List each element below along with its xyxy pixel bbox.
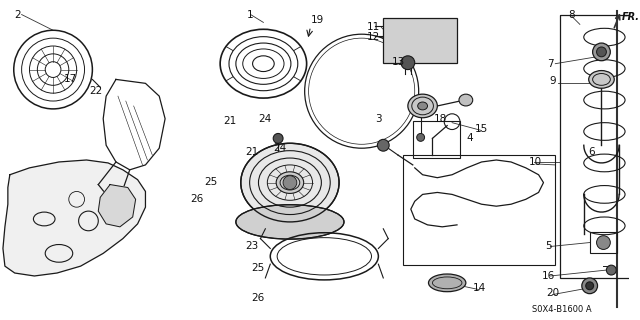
Text: S0X4-B1600 A: S0X4-B1600 A bbox=[532, 305, 592, 314]
Circle shape bbox=[582, 278, 598, 294]
Ellipse shape bbox=[589, 71, 614, 88]
Circle shape bbox=[596, 47, 606, 57]
Ellipse shape bbox=[241, 143, 339, 222]
Text: 23: 23 bbox=[245, 242, 258, 252]
Bar bbox=[383, 19, 457, 63]
Text: 14: 14 bbox=[473, 283, 486, 293]
Ellipse shape bbox=[408, 94, 437, 118]
Ellipse shape bbox=[276, 172, 304, 193]
Text: FR.: FR. bbox=[622, 12, 640, 21]
Circle shape bbox=[606, 265, 616, 275]
Ellipse shape bbox=[236, 205, 344, 239]
Text: 25: 25 bbox=[205, 177, 218, 187]
Text: 24: 24 bbox=[273, 143, 287, 153]
Text: 19: 19 bbox=[311, 15, 324, 26]
Text: 18: 18 bbox=[434, 114, 447, 124]
Text: 21: 21 bbox=[245, 147, 258, 157]
Circle shape bbox=[586, 282, 594, 290]
Text: 16: 16 bbox=[542, 271, 555, 281]
Text: 26: 26 bbox=[190, 194, 203, 204]
Text: 17: 17 bbox=[64, 75, 77, 84]
Ellipse shape bbox=[459, 94, 473, 106]
Text: 6: 6 bbox=[588, 147, 595, 157]
Circle shape bbox=[593, 43, 611, 61]
Text: 1: 1 bbox=[247, 10, 254, 20]
Text: 4: 4 bbox=[467, 133, 473, 143]
Circle shape bbox=[417, 133, 424, 141]
Circle shape bbox=[401, 56, 415, 69]
Text: 5: 5 bbox=[545, 242, 552, 252]
Ellipse shape bbox=[418, 102, 428, 110]
Bar bbox=[560, 14, 640, 278]
Text: 13: 13 bbox=[392, 57, 404, 67]
Text: 2: 2 bbox=[14, 10, 21, 20]
Text: 26: 26 bbox=[251, 292, 264, 303]
Circle shape bbox=[283, 176, 297, 189]
Text: 9: 9 bbox=[549, 76, 556, 86]
Text: 15: 15 bbox=[475, 124, 488, 133]
Text: 25: 25 bbox=[251, 263, 264, 273]
Text: 8: 8 bbox=[569, 10, 575, 20]
Text: 22: 22 bbox=[90, 86, 103, 96]
Ellipse shape bbox=[429, 274, 466, 292]
Polygon shape bbox=[3, 160, 145, 276]
Text: 21: 21 bbox=[223, 116, 237, 126]
Text: 11: 11 bbox=[367, 22, 380, 32]
Circle shape bbox=[378, 140, 389, 151]
Bar bbox=[413, 121, 460, 158]
Polygon shape bbox=[99, 185, 136, 227]
Text: 3: 3 bbox=[375, 114, 381, 124]
Bar bbox=[403, 155, 556, 265]
Bar bbox=[589, 232, 617, 253]
Circle shape bbox=[596, 236, 611, 249]
Text: 7: 7 bbox=[547, 59, 554, 69]
Text: 10: 10 bbox=[529, 157, 542, 167]
Text: 12: 12 bbox=[367, 32, 380, 42]
Text: 24: 24 bbox=[259, 114, 272, 124]
Text: 20: 20 bbox=[546, 288, 559, 298]
Circle shape bbox=[273, 133, 283, 143]
